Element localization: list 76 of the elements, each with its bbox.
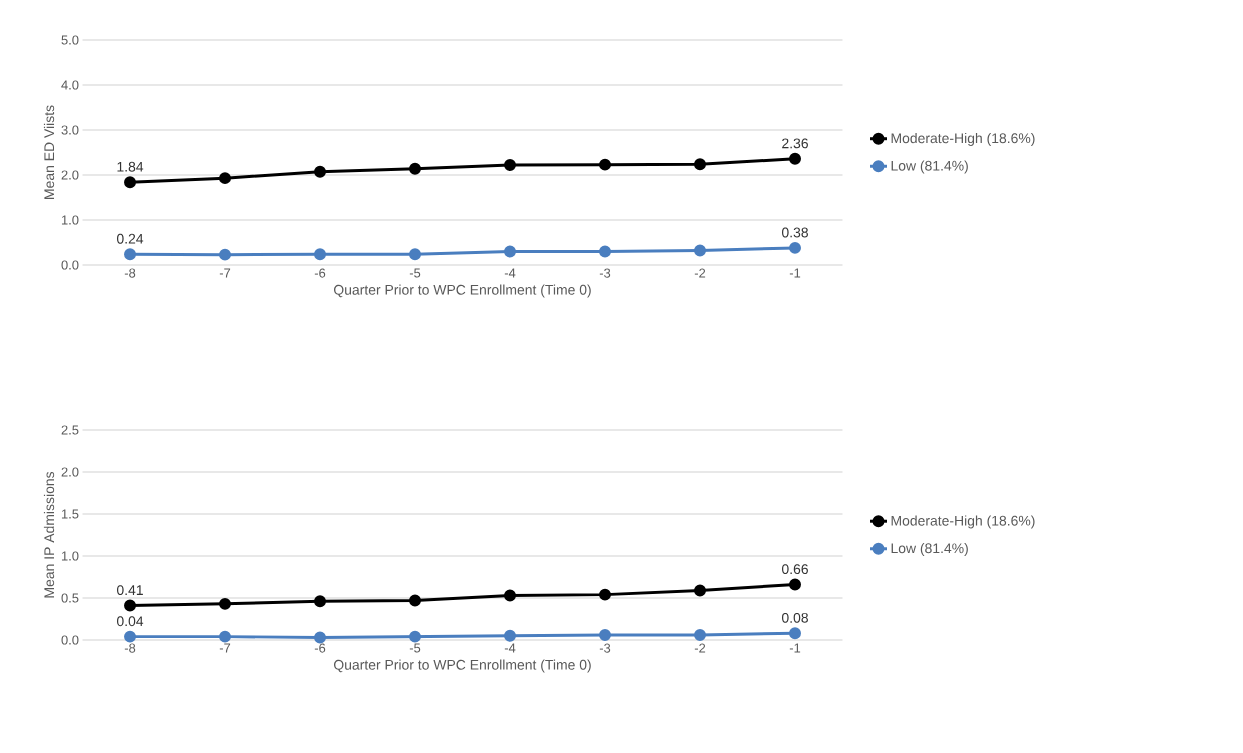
y-tick-label: 0.0 [61,635,79,645]
point [219,597,231,610]
legend-label: Moderate-High (18.6%) [891,132,1035,146]
point [124,176,136,189]
x-tick-label: -8 [124,268,136,278]
x-tick-label: -2 [694,268,706,278]
point [124,599,136,612]
point [314,248,326,261]
y-tick-label: 2.0 [61,467,79,477]
point [124,248,136,261]
point [694,628,706,641]
point [789,627,801,640]
data-label: 0.38 [781,227,808,238]
point [599,588,611,601]
x-tick-label: -5 [409,643,421,653]
point [789,241,801,254]
y-tick-label: 2.0 [61,170,79,180]
x-axis-title: Quarter Prior to WPC Enrollment (Time 0) [333,284,591,298]
x-tick-label: -6 [314,268,326,278]
x-tick-label: -2 [694,643,706,653]
point [599,245,611,258]
point [314,165,326,178]
y-tick-label: 4.0 [61,80,79,90]
x-tick-label: -1 [789,268,801,278]
x-tick-label: -7 [219,268,231,278]
data-label: 0.66 [781,564,808,575]
x-tick-label: -3 [599,268,611,278]
x-tick-label: -4 [504,643,516,653]
point [314,595,326,608]
legend-label: Low (81.4%) [891,542,968,556]
y-tick-label: 2.5 [61,425,79,435]
data-label: 0.24 [116,233,144,244]
point [124,630,136,643]
point [504,159,516,172]
y-tick-label: 1.0 [61,215,79,225]
data-label: 0.04 [116,616,144,627]
point [409,162,421,175]
y-tick-label: 5.0 [61,35,79,45]
data-label: 0.41 [116,585,143,596]
point [694,584,706,597]
point [789,152,801,165]
point [504,589,516,602]
x-axis-title: Quarter Prior to WPC Enrollment (Time 0) [333,659,591,673]
y-tick-label: 0.5 [61,593,79,603]
data-label: 2.36 [782,138,808,149]
y-axis-title: Mean IP Admissions [43,471,55,598]
point [694,244,706,257]
legend-label: Moderate-High (18.6%) [891,515,1035,529]
point [504,245,516,258]
point [409,630,421,643]
y-tick-label: 3.0 [61,125,79,135]
x-tick-label: -7 [219,643,231,653]
x-tick-label: -6 [314,643,326,653]
point [599,158,611,171]
y-tick-label: 1.0 [61,551,79,561]
point [219,172,231,185]
y-tick-label: 1.5 [61,509,79,519]
x-tick-label: -5 [409,268,421,278]
point [409,594,421,607]
legend-label: Low (81.4%) [891,160,968,174]
point [504,629,516,642]
y-tick-label: 0.0 [61,260,79,270]
point [314,631,326,644]
point [789,578,801,591]
point [219,630,231,643]
x-tick-label: -3 [599,643,611,653]
point [694,158,706,171]
point [219,248,231,261]
data-label: 0.08 [781,612,808,623]
data-label: 1.84 [117,161,144,172]
point [409,248,421,261]
x-tick-label: -4 [504,268,516,278]
point [599,628,611,641]
x-tick-label: -8 [124,643,136,653]
x-tick-label: -1 [789,643,801,653]
y-axis-title: Mean ED Viists [43,105,55,199]
